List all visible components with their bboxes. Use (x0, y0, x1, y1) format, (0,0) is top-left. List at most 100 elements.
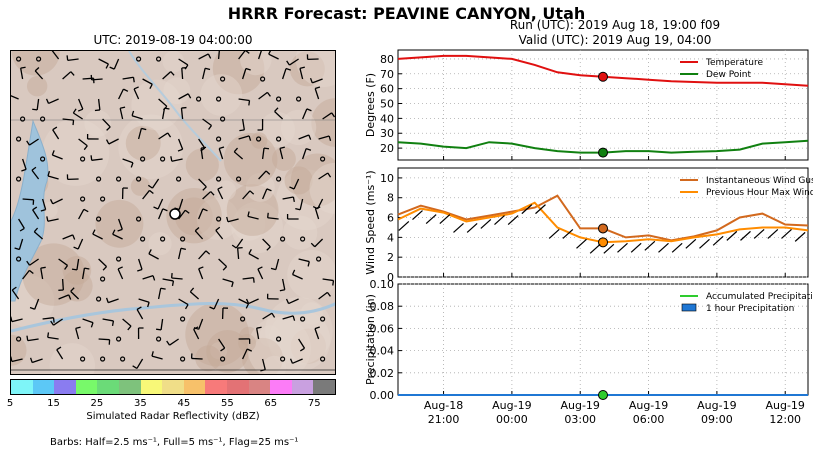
wind-barb (453, 223, 464, 233)
colorbar-tick-label: 15 (47, 398, 60, 409)
wind-barb (257, 268, 264, 280)
wind-barb (40, 268, 44, 280)
calm-circle (240, 316, 246, 322)
wind-barb-feather (219, 146, 225, 150)
wind-barb (238, 135, 250, 140)
wind-barb-feather (327, 172, 332, 178)
wind-barb-feather (187, 93, 192, 99)
wind-barb (630, 242, 642, 253)
wind-barb-feather (51, 150, 55, 156)
wind-barb (589, 243, 601, 254)
calm-circle (216, 216, 222, 222)
terrain-shade (163, 77, 191, 105)
colorbar-swatch (140, 380, 163, 394)
wind-barb (288, 298, 299, 305)
terrain-shade (271, 147, 296, 171)
wind-barb-feather (249, 190, 255, 195)
calm-circle (140, 156, 146, 162)
wind-barb (157, 288, 162, 300)
wind-barb-feather (106, 126, 111, 131)
calm-circle (119, 356, 126, 362)
wind-barb (62, 118, 74, 121)
wind-barb-feather (289, 358, 294, 364)
wind-barb-feather (83, 145, 88, 151)
wind-barb (78, 138, 88, 147)
calm-circle (220, 356, 226, 362)
calm-circle (15, 176, 22, 182)
wind-barb (11, 358, 23, 363)
wind-barb-feather (136, 306, 142, 311)
wind-barb-feather (177, 148, 183, 152)
wind-barb (671, 242, 683, 253)
calm-circle (115, 336, 122, 342)
calm-circle (140, 236, 146, 242)
wind-barb-feather (20, 66, 26, 69)
wind-barb (267, 217, 279, 220)
terrain-shade (118, 114, 184, 180)
wind-barb-feather (248, 135, 252, 141)
valid-time-marker (598, 390, 608, 400)
wind-barb-feather (141, 127, 147, 131)
wind-barb (603, 243, 615, 254)
calm-circle (160, 236, 166, 242)
wind-barb (292, 273, 303, 280)
wind-barb (151, 355, 163, 360)
wind-barb (157, 208, 164, 220)
terrain-shade (42, 118, 110, 186)
wind-barb (261, 148, 265, 160)
wind-barb-feather (233, 147, 239, 153)
reservoir (11, 119, 49, 302)
calm-circle (15, 56, 22, 62)
colorbar-swatch (183, 380, 206, 394)
wind-barb (535, 204, 546, 215)
calm-circle (216, 136, 222, 142)
wind-barb (314, 208, 320, 220)
wind-barb (298, 258, 310, 263)
y-tick-label: 60 (380, 83, 394, 96)
calm-circle (40, 116, 46, 122)
wind-barb-feather (105, 297, 109, 303)
wind-barb (62, 234, 74, 240)
wind-barb (62, 71, 72, 80)
wind-barb-feather (332, 280, 335, 286)
calm-circle (176, 176, 182, 182)
wind-barb (157, 198, 164, 210)
wind-barb (658, 242, 669, 253)
calm-circle (320, 316, 326, 322)
wind-barb-feather (180, 247, 187, 250)
wind-barb (767, 228, 779, 239)
y-tick-label: 80 (380, 53, 394, 66)
wind-barb (314, 238, 324, 248)
wind-barb-feather (29, 269, 34, 274)
legend-label: Previous Hour Max Wind (706, 188, 813, 198)
wind-barb-feather (33, 227, 39, 233)
terrain-shade (212, 51, 265, 95)
wind-barb (42, 317, 54, 320)
wind-barb (494, 215, 505, 225)
wind-barb (257, 51, 262, 60)
wind-barb (178, 209, 186, 220)
wind-barb (753, 228, 765, 239)
wind-barb (198, 178, 207, 188)
calm-circle (36, 56, 42, 62)
wind-barb-feather (305, 147, 312, 151)
wind-barb-feather (84, 267, 90, 270)
wind-barb-feather (111, 320, 115, 326)
colorbar-swatch (248, 380, 271, 394)
valid-line: Valid (UTC): 2019 Aug 19, 04:00 (518, 33, 712, 47)
wind-barb (198, 318, 204, 330)
terrain-shade (289, 51, 325, 87)
wind-barb-map (10, 50, 336, 375)
valid-time-marker (598, 223, 608, 234)
wind-barb-feather (231, 244, 237, 249)
legend-label: Instantaneous Wind Gust (706, 176, 813, 186)
terrain-shade (125, 125, 161, 161)
wind-barb-feather (152, 275, 156, 281)
wind-barb-feather (77, 108, 84, 112)
terrain-shade (239, 326, 259, 346)
wind-barb-feather (181, 106, 187, 109)
y-tick-label: 8 (387, 192, 394, 205)
wind-barb (34, 70, 44, 80)
x-tick-label-time: 12:00 (769, 413, 801, 426)
wind-barb (258, 91, 268, 100)
